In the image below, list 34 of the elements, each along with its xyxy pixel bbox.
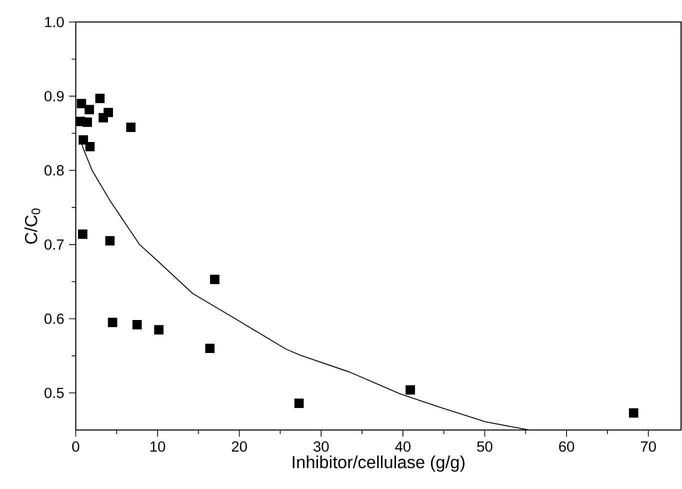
point [82, 117, 92, 127]
x-tick-label: 0 [72, 441, 80, 452]
point [406, 385, 415, 395]
point [154, 325, 164, 335]
x-tick-label: 60 [559, 441, 574, 452]
y-tick-label: 1.0 [45, 16, 64, 28]
point [98, 113, 108, 122]
y-tick-label: 0.7 [44, 239, 64, 250]
y-tick-label: 0.6 [44, 314, 64, 324]
x-tick-label: 70 [640, 441, 656, 452]
point [294, 398, 304, 408]
point [84, 104, 94, 114]
point [126, 122, 136, 132]
point [76, 98, 86, 108]
x-tick-label: 20 [232, 441, 247, 452]
point [205, 344, 215, 354]
point [628, 408, 638, 418]
point [210, 274, 220, 284]
x-tick-label: 50 [477, 441, 492, 452]
y-tick-label: 0.8 [44, 165, 64, 176]
x-tick-label: 40 [395, 441, 411, 452]
point [78, 135, 88, 145]
x-axis-title: Inhibitor/cellulase (g/g) [292, 456, 464, 472]
point [85, 142, 95, 152]
y-tick-label: 0.5 [44, 388, 64, 398]
point [105, 236, 115, 246]
point [95, 94, 105, 104]
x-tick-label: 30 [314, 441, 329, 452]
x-tick-label: 10 [150, 441, 166, 452]
point [108, 318, 118, 328]
y-tick-label: 0.9 [44, 91, 64, 102]
point [78, 229, 88, 239]
y-axis-title: C/C$_{0}$ [24, 208, 40, 244]
point [132, 320, 142, 330]
